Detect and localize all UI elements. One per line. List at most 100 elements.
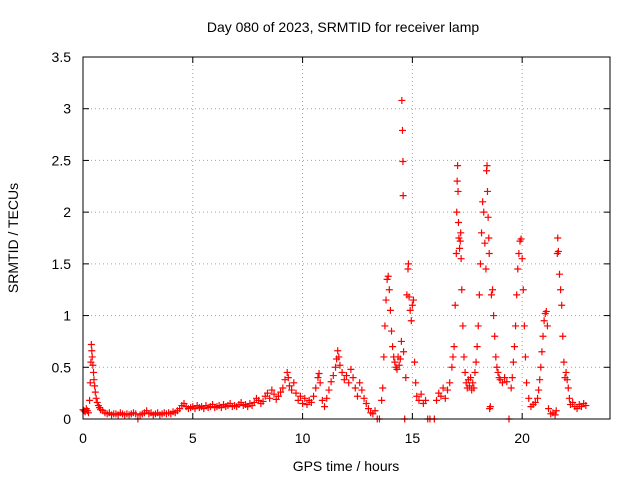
data-point: [486, 403, 494, 411]
data-point: [417, 390, 425, 398]
data-point: [472, 358, 480, 366]
data-point: [582, 402, 590, 410]
data-point: [483, 187, 491, 195]
data-point: [573, 405, 581, 413]
data-point: [456, 244, 464, 252]
data-point: [538, 348, 546, 356]
data-point: [88, 347, 96, 355]
data-point: [513, 291, 521, 299]
data-point: [554, 234, 562, 242]
data-point: [484, 213, 492, 221]
data-point: [399, 192, 407, 200]
data-point: [303, 401, 311, 409]
data-point: [453, 208, 461, 216]
data-point: [459, 322, 467, 330]
data-point: [551, 411, 559, 419]
data-point: [279, 384, 287, 392]
data-point: [564, 384, 572, 392]
data-point: [492, 353, 500, 361]
data-point: [503, 378, 511, 386]
data-point: [91, 382, 99, 390]
data-point: [482, 265, 490, 273]
x-tick-label: 15: [405, 430, 421, 446]
data-point: [457, 229, 465, 237]
data-point: [512, 322, 520, 330]
data-point: [259, 397, 267, 405]
data-point: [353, 392, 361, 400]
data-point: [382, 296, 390, 304]
data-point: [292, 389, 300, 397]
data-point: [385, 286, 393, 294]
data-point: [336, 361, 344, 369]
data-point: [454, 162, 462, 170]
data-point: [371, 407, 379, 415]
data-point: [446, 379, 454, 387]
data-point: [498, 379, 506, 387]
data-point: [456, 237, 464, 245]
y-tick-label: 3: [63, 101, 71, 117]
data-point: [290, 379, 298, 387]
data-point: [335, 353, 343, 361]
x-tick-label: 5: [189, 430, 197, 446]
data-point: [349, 374, 357, 382]
plot-frame: [82, 56, 611, 420]
data-point: [565, 394, 573, 402]
data-point: [537, 363, 545, 371]
data-point: [521, 353, 529, 361]
data-point: [560, 358, 568, 366]
data-point: [389, 343, 397, 351]
data-point: [507, 384, 515, 392]
data-point: [471, 368, 479, 376]
data-point: [93, 398, 101, 406]
marks-layer: [79, 96, 590, 423]
y-tick-label: 0.5: [52, 359, 72, 375]
data-point: [340, 376, 348, 384]
data-point: [404, 260, 412, 268]
data-point: [520, 322, 528, 330]
data-point: [483, 162, 491, 170]
x-axis-title: GPS time / hours: [293, 458, 400, 474]
data-point: [517, 235, 525, 243]
y-tick-label: 2.5: [52, 152, 72, 168]
data-point: [475, 291, 483, 299]
data-point: [90, 368, 98, 376]
data-point: [334, 347, 342, 355]
data-point: [458, 286, 466, 294]
data-point: [86, 396, 94, 404]
data-point: [452, 250, 460, 258]
data-point: [274, 392, 282, 400]
data-point: [92, 394, 100, 402]
x-tick-label: 0: [79, 430, 87, 446]
data-point: [489, 286, 497, 294]
data-point: [397, 337, 405, 345]
data-point: [510, 343, 518, 351]
data-point: [501, 374, 509, 382]
data-point: [323, 394, 331, 402]
data-point: [310, 392, 318, 400]
data-point: [86, 379, 94, 387]
data-point: [405, 293, 413, 301]
data-point: [345, 379, 353, 387]
data-point: [461, 368, 469, 376]
data-point: [90, 376, 98, 384]
data-point: [395, 361, 403, 369]
data-point: [454, 187, 462, 195]
data-point: [329, 372, 337, 380]
data-point: [360, 394, 368, 402]
data-point: [479, 198, 487, 206]
data-point: [415, 396, 423, 404]
data-point: [465, 382, 473, 390]
x-tick-label: 20: [514, 430, 530, 446]
data-point: [91, 388, 99, 396]
data-point: [531, 398, 539, 406]
data-point: [518, 255, 526, 263]
data-point: [509, 358, 517, 366]
data-point: [473, 343, 481, 351]
data-point: [314, 374, 322, 382]
data-point: [480, 208, 488, 216]
data-point: [378, 396, 386, 404]
data-point: [400, 348, 408, 356]
data-point: [380, 353, 388, 361]
